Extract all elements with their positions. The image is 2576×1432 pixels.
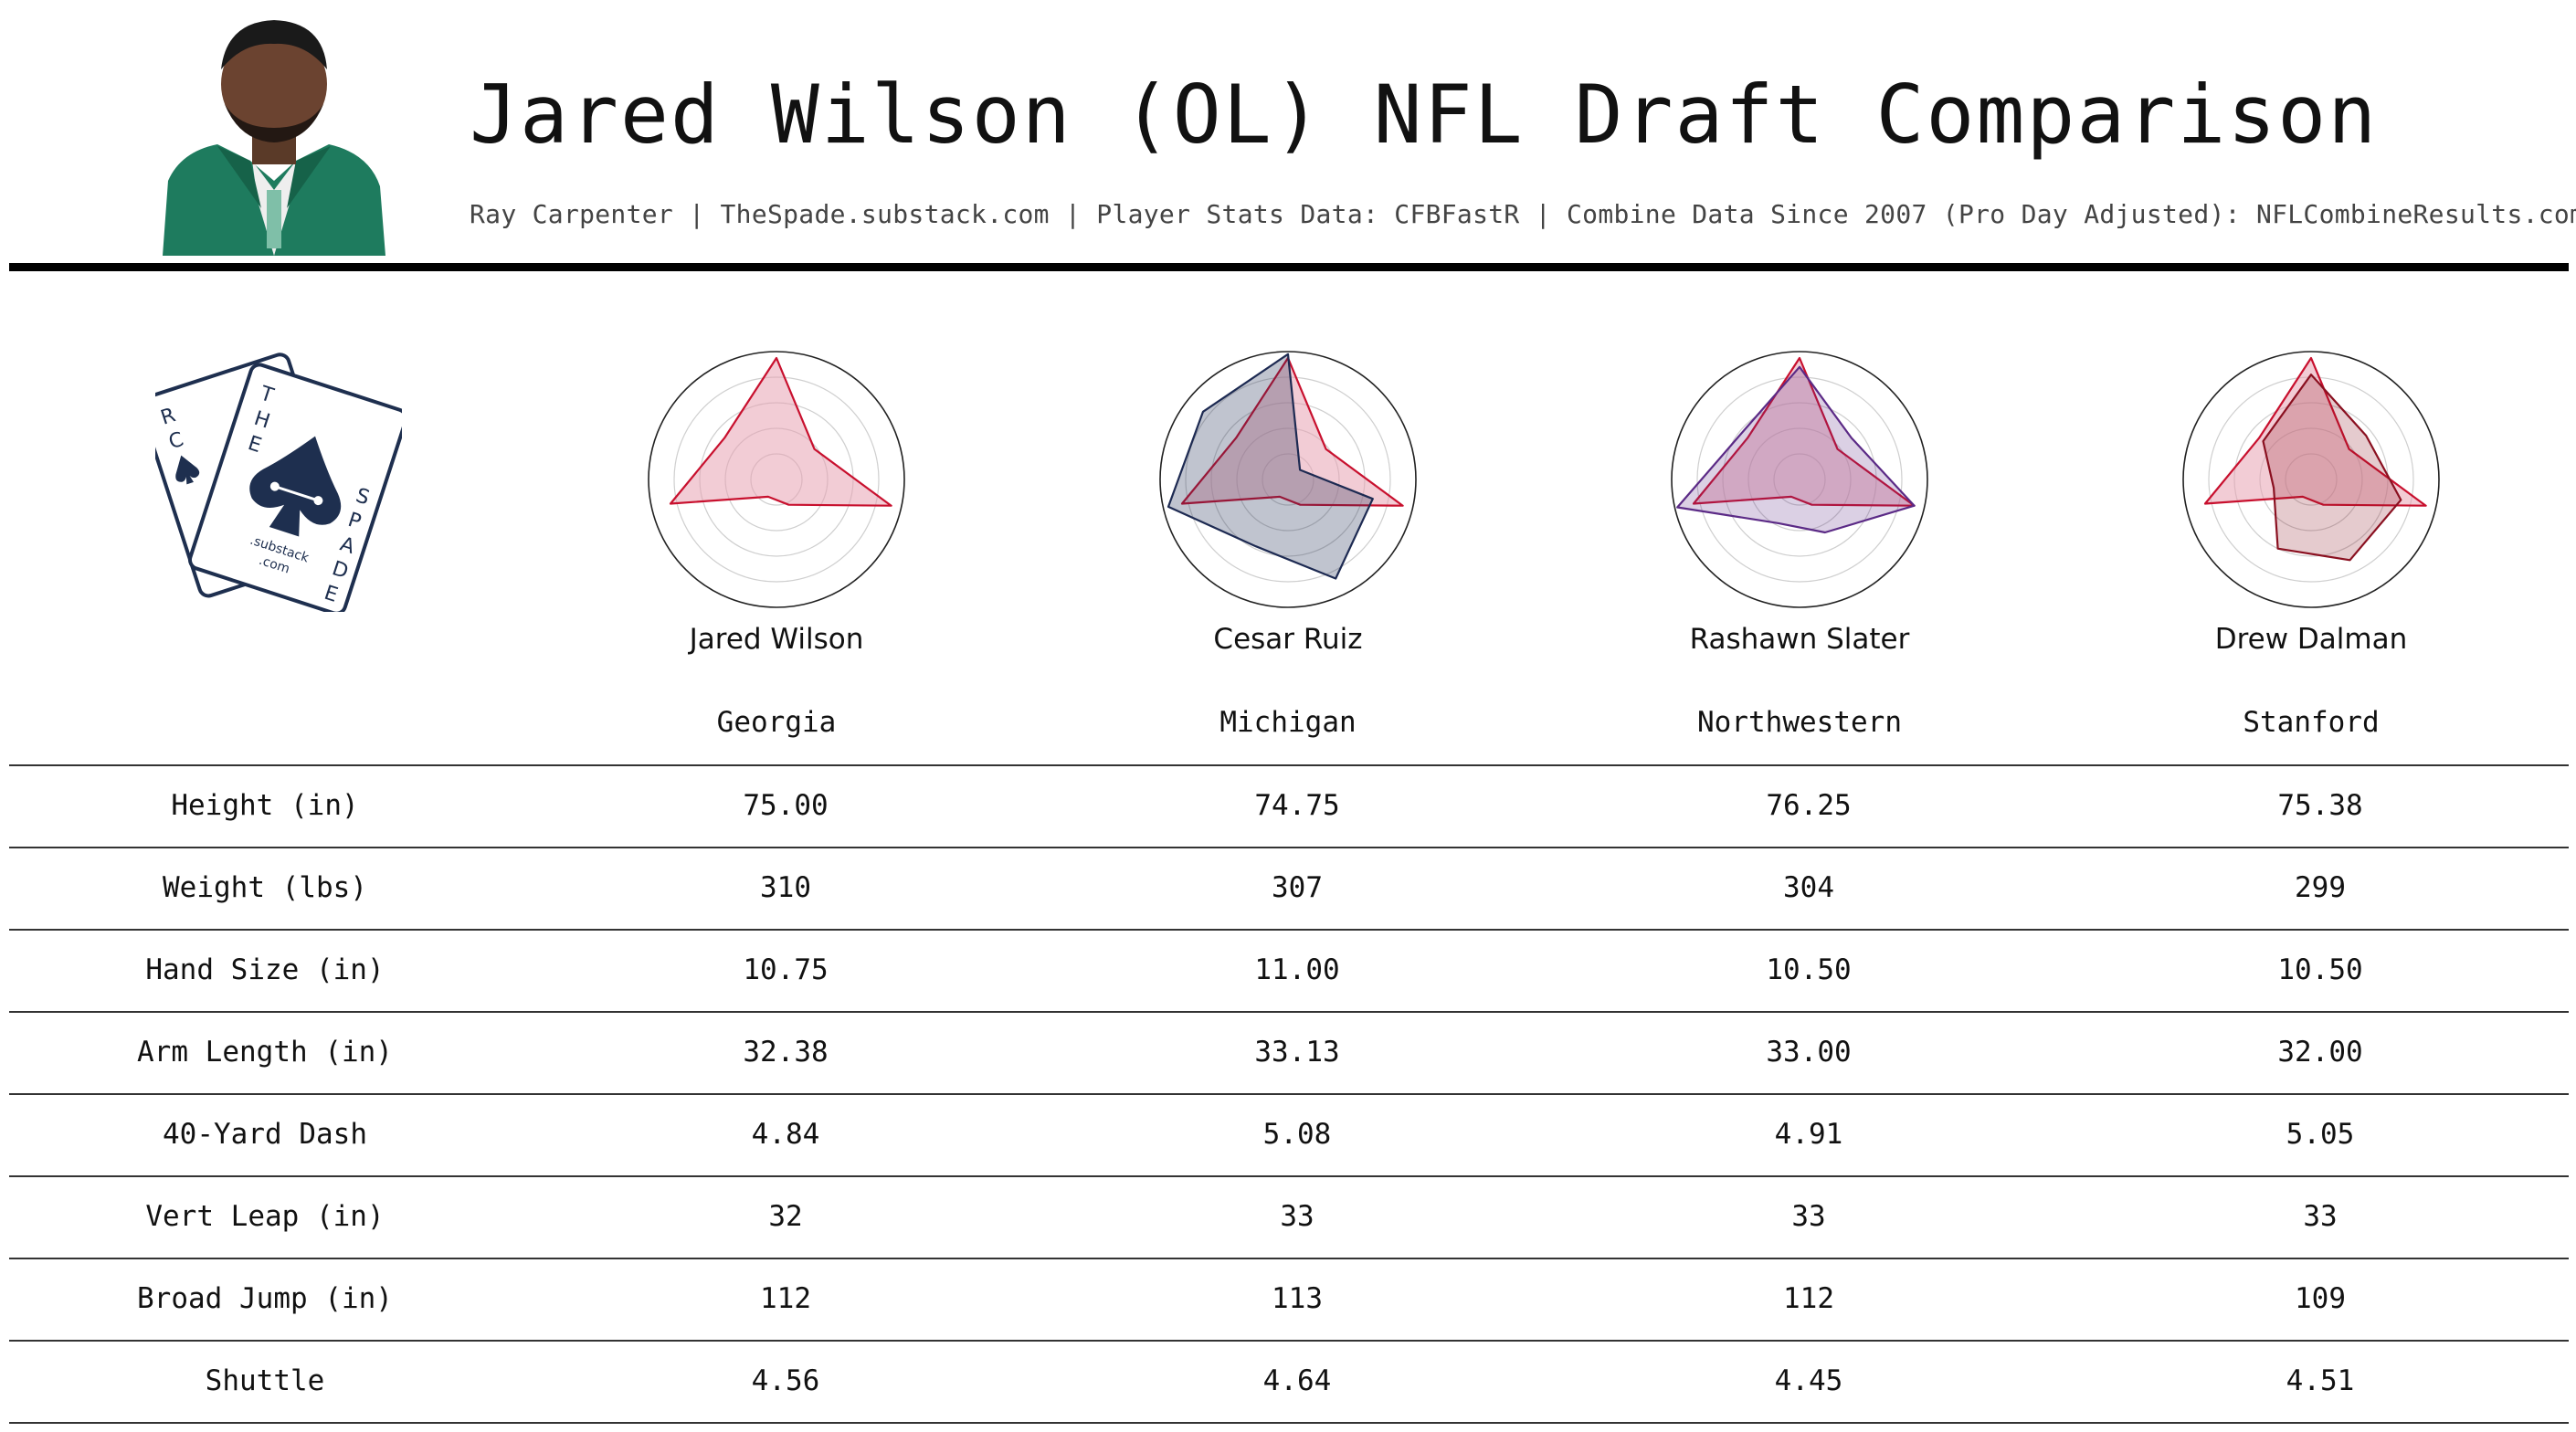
- table-cell: 4.84: [751, 1118, 820, 1151]
- table-cell: 5.08: [1262, 1118, 1332, 1151]
- table-rule: [9, 1175, 2569, 1177]
- row-label: Weight (lbs): [163, 871, 367, 904]
- table-cell: 10.75: [743, 953, 829, 986]
- player-school: Stanford: [2243, 706, 2380, 739]
- table-rule: [9, 847, 2569, 848]
- header-divider: [9, 263, 2569, 271]
- radar-chart-cesar-ruiz: [1159, 351, 1417, 608]
- radar-outer-circle: [2182, 351, 2440, 608]
- player-name: Jared Wilson: [689, 623, 864, 656]
- table-cell: 76.25: [1766, 789, 1852, 822]
- the-spade-logo: R C T H E S P A D E .substack .com: [155, 353, 402, 612]
- table-cell: 33.00: [1766, 1036, 1852, 1069]
- table-row: Vert Leap (in) 32 33 33 33: [9, 1176, 2569, 1257]
- row-label: Hand Size (in): [145, 953, 385, 986]
- table-cell: 75.38: [2277, 789, 2363, 822]
- table-rule: [9, 1258, 2569, 1259]
- table-cell: 10.50: [1766, 953, 1852, 986]
- row-label: Vert Leap (in): [145, 1200, 385, 1233]
- table-cell: 4.91: [1774, 1118, 1843, 1151]
- table-cell: 109: [2295, 1282, 2346, 1315]
- radar-chart-jared-wilson: [648, 351, 905, 608]
- page-title: Jared Wilson (OL) NFL Draft Comparison: [470, 68, 2379, 162]
- player-name: Rashawn Slater: [1689, 623, 1910, 656]
- table-cell: 299: [2295, 871, 2346, 904]
- table-cell: 307: [1272, 871, 1323, 904]
- table-cell: 310: [760, 871, 811, 904]
- table-cell: 112: [760, 1282, 811, 1315]
- table-row: Height (in) 75.00 74.75 76.25 75.38: [9, 765, 2569, 846]
- table-row: Broad Jump (in) 112 113 112 109: [9, 1258, 2569, 1339]
- radar-series-target: [669, 356, 892, 507]
- radar-outer-circle: [648, 351, 905, 608]
- table-cell: 4.51: [2286, 1364, 2355, 1397]
- table-row: Hand Size (in) 10.75 11.00 10.50 10.50: [9, 930, 2569, 1010]
- row-label: Shuttle: [205, 1364, 325, 1397]
- table-cell: 33: [2303, 1200, 2338, 1233]
- page-subtitle: Ray Carpenter | TheSpade.substack.com | …: [470, 199, 2576, 229]
- logo-spade-letter: D: [329, 557, 351, 584]
- logo-card-letter: C: [166, 428, 186, 455]
- row-label: Arm Length (in): [137, 1036, 393, 1069]
- table-cell: 4.45: [1774, 1364, 1843, 1397]
- spade-icon: [249, 436, 342, 537]
- player-school: Michigan: [1219, 706, 1357, 739]
- table-cell: 304: [1783, 871, 1834, 904]
- table-rule: [9, 764, 2569, 766]
- radar-series-comparison: [1167, 353, 1374, 580]
- radar-series-target: [1180, 356, 1404, 507]
- table-rule: [9, 1011, 2569, 1013]
- table-row: Weight (lbs) 310 307 304 299: [9, 848, 2569, 928]
- table-rule: [9, 1340, 2569, 1342]
- table-rule: [9, 1093, 2569, 1095]
- row-label: Broad Jump (in): [137, 1282, 393, 1315]
- table-cell: 74.75: [1254, 789, 1340, 822]
- table-cell: 33.13: [1254, 1036, 1340, 1069]
- table-cell: 11.00: [1254, 953, 1340, 986]
- table-row: Arm Length (in) 32.38 33.13 33.00 32.00: [9, 1012, 2569, 1092]
- table-cell: 32.38: [743, 1036, 829, 1069]
- radar-series-comparison: [1676, 365, 1916, 534]
- player-school: Northwestern: [1697, 706, 1902, 739]
- table-cell: 112: [1783, 1282, 1834, 1315]
- table-cell: 32: [768, 1200, 803, 1233]
- table-cell: 33: [1791, 1200, 1826, 1233]
- table-rule: [9, 1422, 2569, 1424]
- table-cell: 113: [1272, 1282, 1323, 1315]
- player-name: Cesar Ruiz: [1213, 623, 1363, 656]
- player-school: Georgia: [716, 706, 837, 739]
- table-cell: 10.50: [2277, 953, 2363, 986]
- table-row: Shuttle 4.56 4.64 4.45 4.51: [9, 1341, 2569, 1421]
- logo-the-letter: H: [251, 407, 272, 434]
- table-rule: [9, 929, 2569, 931]
- radar-outer-circle: [1671, 351, 1928, 608]
- radar-series-target: [1692, 356, 1916, 507]
- table-cell: 33: [1280, 1200, 1314, 1233]
- table-cell: 4.64: [1262, 1364, 1332, 1397]
- row-label: Height (in): [171, 789, 359, 822]
- radar-outer-circle: [1159, 351, 1417, 608]
- radar-series-comparison: [2262, 374, 2402, 562]
- row-label: 40-Yard Dash: [163, 1118, 367, 1151]
- player-name: Drew Dalman: [2214, 623, 2408, 656]
- table-row: 40-Yard Dash 4.84 5.08 4.91 5.05: [9, 1094, 2569, 1174]
- logo-card-letter: R: [158, 404, 178, 430]
- radar-chart-drew-dalman: [2182, 351, 2440, 608]
- logo-spade-letter: A: [337, 533, 357, 559]
- table-cell: 5.05: [2286, 1118, 2355, 1151]
- radar-chart-rashawn-slater: [1671, 351, 1928, 608]
- table-cell: 32.00: [2277, 1036, 2363, 1069]
- player-headshot: [163, 20, 385, 256]
- radar-series-target: [2203, 356, 2427, 507]
- table-cell: 4.56: [751, 1364, 820, 1397]
- table-cell: 75.00: [743, 789, 829, 822]
